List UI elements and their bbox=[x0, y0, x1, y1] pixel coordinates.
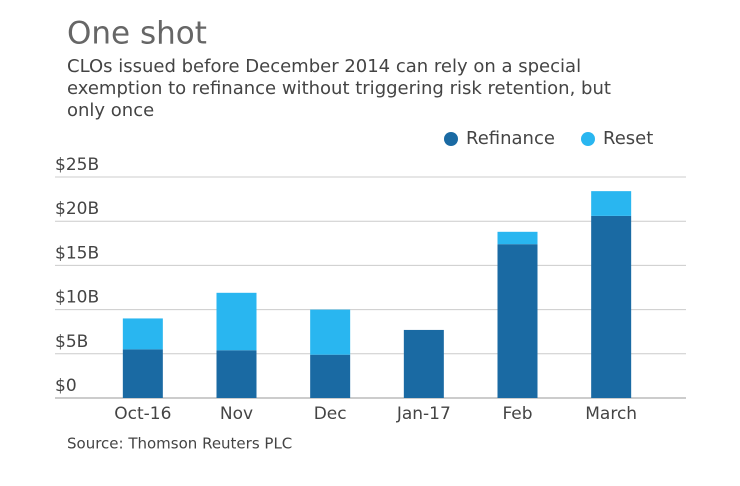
y-tick-label: $20B bbox=[55, 199, 99, 219]
chart-title: One shot bbox=[67, 16, 207, 52]
subtitle: only once bbox=[67, 100, 154, 121]
y-tick-label: $0 bbox=[55, 376, 77, 396]
bar bbox=[310, 354, 351, 398]
bar bbox=[216, 350, 257, 398]
bar bbox=[403, 329, 444, 398]
bar bbox=[591, 215, 632, 398]
subtitle: exemption to refinance without triggerin… bbox=[67, 78, 611, 99]
bar bbox=[310, 309, 351, 355]
x-tick-label: Dec bbox=[314, 404, 347, 424]
bar bbox=[216, 292, 257, 351]
source: Source: Thomson Reuters PLC bbox=[67, 435, 292, 453]
x-tick-label: Jan-17 bbox=[396, 404, 451, 424]
legend-swatch bbox=[581, 132, 595, 146]
legend-label: Refinance bbox=[466, 128, 555, 149]
subtitle: CLOs issued before December 2014 can rel… bbox=[67, 56, 581, 77]
bar bbox=[497, 231, 538, 245]
x-tick-label: Feb bbox=[502, 404, 532, 424]
legend-swatch bbox=[444, 132, 458, 146]
y-tick-label: $10B bbox=[55, 288, 99, 308]
bar bbox=[591, 191, 632, 216]
bar bbox=[122, 349, 163, 398]
y-tick-label: $5B bbox=[55, 332, 88, 352]
y-tick-label: $15B bbox=[55, 243, 99, 263]
bar bbox=[122, 318, 163, 350]
y-tick-label: $25B bbox=[55, 155, 99, 175]
x-tick-label: March bbox=[585, 404, 637, 424]
legend-label: Reset bbox=[603, 128, 653, 149]
bar bbox=[497, 244, 538, 398]
x-tick-label: Oct-16 bbox=[114, 404, 171, 424]
x-tick-label: Nov bbox=[220, 404, 253, 424]
